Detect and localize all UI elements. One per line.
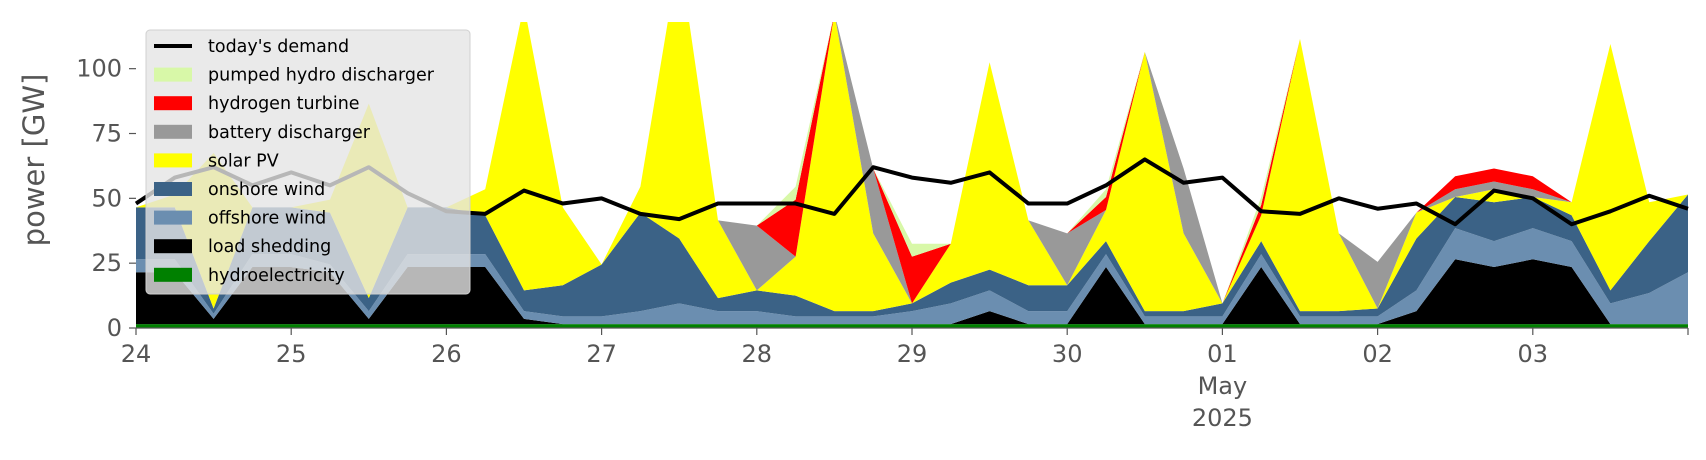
axes: 0 25 50 75 100 24 25 26 27 28 29 30 01 02 03 May 2025 [76, 55, 1689, 432]
legend-label-hydroelectricity: hydroelectricity [208, 266, 345, 286]
x-month-label: May [1198, 372, 1248, 400]
area-pumped-hydro-discharger [136, 22, 1688, 304]
area-offshore-wind [136, 228, 1688, 325]
y-tick-label: 0 [107, 314, 122, 342]
legend-label-battery-discharger: battery discharger [208, 123, 371, 143]
legend-swatch-hydrogen-turbine [154, 96, 192, 111]
legend-swatch-pumped-hydro-discharger [154, 67, 192, 82]
y-tick-label: 100 [76, 55, 122, 83]
x-tick-label: 01 [1207, 340, 1238, 368]
legend-swatch-offshore-wind [154, 210, 192, 225]
area-solar-pv [136, 22, 1688, 312]
x-year-label: 2025 [1192, 404, 1253, 432]
y-tick-label: 75 [91, 120, 122, 148]
x-tick-label: 27 [586, 340, 617, 368]
x-tick-label: 03 [1518, 340, 1549, 368]
legend-swatch-load-shedding [154, 239, 192, 254]
y-tick-label: 50 [91, 184, 122, 212]
legend: today's demand pumped hydro discharger hyd… [145, 29, 471, 295]
legend-box [145, 29, 471, 295]
x-tick-label: 30 [1052, 340, 1083, 368]
area-onshore-wind [136, 194, 1688, 317]
legend-swatch-onshore-wind [154, 182, 192, 196]
legend-label-hydrogen-turbine: hydrogen turbine [208, 94, 360, 114]
area-hydroelectricity [136, 324, 1688, 328]
legend-label-load-shedding: load shedding [208, 237, 331, 257]
legend-label-solar-pv: solar PV [208, 151, 279, 171]
legend-swatch-solar-pv [154, 153, 192, 168]
x-tick-label: 28 [742, 340, 773, 368]
x-tick-label: 29 [897, 340, 928, 368]
x-tick-label: 25 [276, 340, 307, 368]
y-tick-label: 25 [91, 249, 122, 277]
y-axis-label: power [GW] [17, 74, 51, 247]
x-tick-label: 02 [1362, 340, 1393, 368]
x-tick-label: 24 [121, 340, 152, 368]
stacked-areas [136, 22, 1688, 328]
legend-swatch-hydroelectricity [154, 267, 192, 282]
legend-label-offshore-wind: offshore wind [208, 209, 326, 229]
legend-label-onshore-wind: onshore wind [208, 180, 325, 200]
x-tick-label: 26 [431, 340, 462, 368]
legend-swatch-battery-discharger [154, 124, 192, 139]
legend-label-pumped-hydro-discharger: pumped hydro discharger [208, 66, 435, 86]
legend-label-today-s-demand: today's demand [208, 37, 349, 57]
